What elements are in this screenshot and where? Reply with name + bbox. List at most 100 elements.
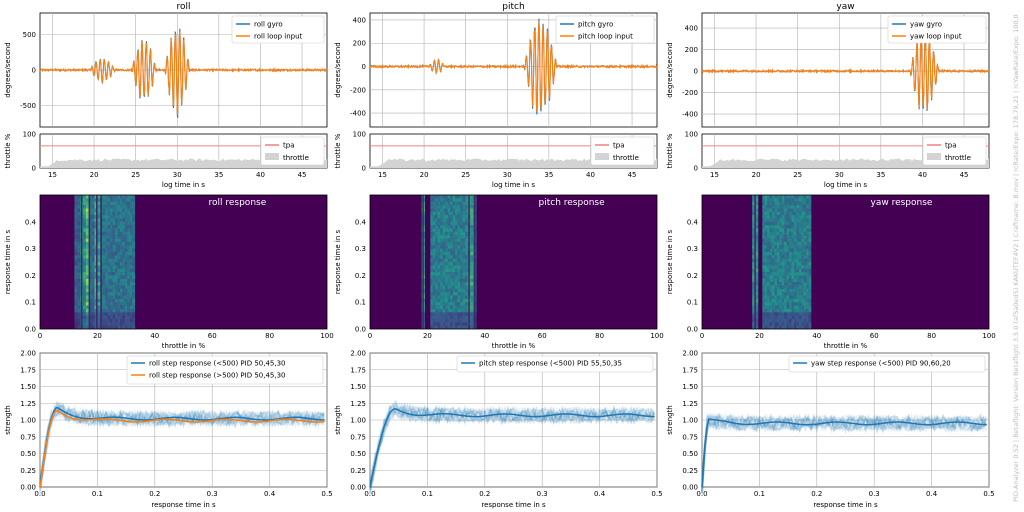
pitch-heatmap-cell: [462, 262, 466, 266]
roll-heatmap-cell: [97, 195, 101, 199]
yaw-heatmap-cell: [755, 282, 759, 286]
yaw-heatmap-cell: [806, 302, 809, 306]
yaw-heatmap-cell: [798, 318, 802, 323]
yaw-heatmap-cell: [772, 198, 775, 202]
pitch-heatmap-cell: [452, 201, 456, 206]
yaw-heatmap-cell: [776, 245, 780, 249]
pitch-heatmap-cell: [445, 235, 448, 239]
yaw-heatmap-cell: [808, 275, 812, 279]
pitch-heatmap-cell: [447, 238, 451, 243]
yaw-heatmap-cell: [791, 292, 795, 296]
roll-heatmap-cell: [97, 228, 101, 233]
yaw-heatmap-cell: [794, 221, 797, 226]
roll-heatmap-gap: [80, 195, 83, 329]
yaw-heatmap-cell: [803, 238, 807, 243]
yaw-heatmap-cell: [796, 211, 800, 216]
yaw-heatmap-cell: [801, 302, 804, 306]
yaw-heatmap-cell: [798, 312, 802, 316]
yaw-heatmap-cell: [755, 198, 759, 202]
pitch-step-xtick: 0.1: [422, 490, 433, 498]
roll-heatmap-cell: [122, 235, 126, 239]
roll-heatmap-cell: [129, 305, 133, 310]
yaw-heatmap-cell: [755, 218, 759, 222]
roll-heatmap-cell: [91, 308, 95, 313]
yaw-heatmap-cell: [774, 315, 778, 320]
pitch-heatmap-cell: [460, 225, 463, 229]
roll-heatmap-cell: [97, 285, 101, 289]
pitch-heatmap-cell: [470, 262, 474, 266]
yaw-gyro-ytick: 400: [685, 25, 698, 33]
roll-heatmap-cell: [102, 298, 106, 303]
roll-heatmap-cell: [124, 275, 128, 279]
roll-heatmap-cell: [129, 201, 133, 206]
roll-heatmap-cell: [132, 288, 136, 293]
pitch-heatmap-cell: [445, 292, 448, 296]
yaw-heatmap-cell: [781, 231, 785, 236]
yaw-heatmap-cell: [798, 211, 802, 216]
yaw-heatmap-cell: [794, 255, 797, 259]
pitch-heatmap-cell: [462, 315, 466, 320]
yaw-heatmap-cell: [784, 295, 787, 300]
roll-heatmap-cell: [120, 195, 123, 199]
pitch-heatmap-cell: [447, 211, 451, 216]
yaw-heatmap-cell: [755, 195, 759, 199]
yaw-heatmap-cell: [808, 322, 812, 326]
roll-heatmap-cell: [120, 288, 123, 293]
roll-heatmap-cell: [107, 308, 111, 313]
roll-heatmap-cell: [132, 298, 136, 303]
roll-heatmap-cell: [77, 278, 81, 283]
yaw-heatmap-cell: [767, 258, 770, 263]
yaw-heatmap-cell: [801, 248, 804, 253]
roll-heatmap-cell: [122, 298, 126, 303]
roll-heatmap-cell: [124, 282, 128, 286]
yaw-heatmap-cell: [806, 218, 809, 222]
pitch-step-ytick: 1.25: [350, 400, 366, 408]
pitch-heatmap-cell: [445, 228, 448, 233]
roll-heatmap-cell: [129, 268, 133, 273]
yaw-heatmap-cell: [755, 305, 759, 310]
yaw-heatmap-cell: [781, 312, 785, 316]
roll-step-panel: 0.0 0.1 0.2 0.3 0.4 0.50.000.250.500.751.001.…: [4, 350, 333, 510]
yaw-heatmap-cell: [755, 225, 759, 229]
pitch-heatmap-gap: [468, 195, 470, 329]
pitch-heatmap-cell: [442, 218, 446, 222]
yaw-heatmap-cell: [764, 195, 768, 199]
roll-heatmap-cell: [117, 295, 121, 300]
yaw-heatmap-cell: [791, 231, 795, 236]
yaw-heatmap-cell: [806, 285, 809, 289]
roll-heatmap-cell: [132, 218, 136, 222]
yaw-heatmap-cell: [755, 315, 759, 320]
yaw-heatmap-cell: [808, 198, 812, 202]
pitch-heatmap-cell: [445, 208, 448, 212]
yaw-heatmap-cell: [801, 288, 804, 293]
yaw-heatmap-cell: [755, 292, 759, 296]
yaw-heatmap-cell: [803, 248, 807, 253]
roll-heatmap-cell: [91, 195, 95, 199]
roll-heatmap-cell: [112, 302, 116, 306]
yaw-heatmap-cell: [764, 265, 768, 269]
yaw-heatmap-cell: [784, 248, 787, 253]
yaw-heatmap-cell: [776, 305, 780, 310]
roll-heatmap-cell: [127, 248, 131, 253]
roll-heatmap-cell: [105, 245, 108, 249]
roll-heatmap-cell: [83, 298, 87, 303]
yaw-heatmap-cell: [774, 282, 778, 286]
roll-heatmap-cell: [91, 288, 95, 293]
roll-heatmap-cell: [107, 238, 111, 243]
roll-heatmap-cell: [110, 262, 113, 266]
roll-heatmap-cell: [127, 285, 131, 289]
yaw-heatmap-cell: [784, 278, 787, 283]
yaw-heatmap-cell: [796, 302, 800, 306]
roll-heatmap-cell: [107, 215, 111, 219]
pitch-heatmap-cell: [452, 275, 456, 279]
pitch-heatmap-cell: [462, 255, 466, 259]
roll-heatmap-cell: [85, 265, 90, 269]
yaw-heatmap-cell: [764, 288, 768, 293]
pitch-heatmap-cell: [437, 245, 441, 249]
yaw-heatmap-cell: [786, 201, 790, 206]
pitch-heatmap-cell: [435, 205, 438, 209]
pitch-heatmap-cell: [457, 292, 461, 296]
roll-heatmap-cell: [132, 295, 136, 300]
yaw-heatmap-cell: [808, 238, 812, 243]
pitch-heatmap-cell: [442, 298, 446, 303]
